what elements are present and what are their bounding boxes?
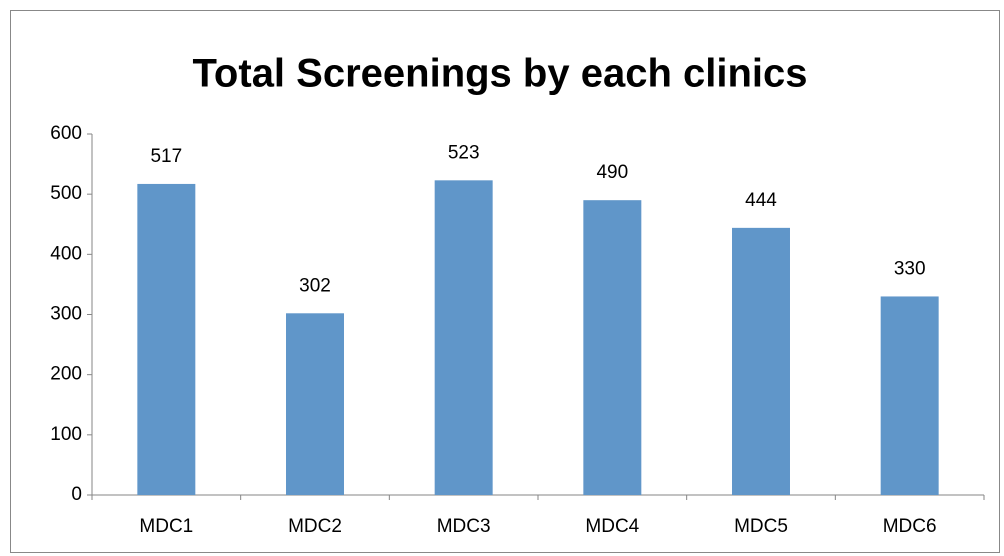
- data-label: 523: [448, 142, 480, 163]
- data-label: 517: [150, 146, 182, 167]
- x-tick-label: MDC4: [585, 516, 639, 537]
- y-tick-label: 400: [50, 243, 82, 264]
- bar: [434, 180, 493, 495]
- bar: [286, 313, 344, 495]
- data-label: 444: [745, 190, 777, 211]
- bar: [137, 183, 196, 495]
- data-label: 490: [596, 162, 628, 183]
- y-tick-label: 500: [50, 183, 82, 204]
- data-label: 330: [894, 258, 926, 279]
- chart-title: Total Screenings by each clinics: [192, 52, 807, 96]
- y-tick-label: 600: [50, 123, 82, 144]
- x-tick-label: MDC6: [883, 516, 937, 537]
- bar: [880, 296, 939, 495]
- y-tick-label: 200: [50, 364, 82, 385]
- x-tick-label: MDC1: [139, 516, 193, 537]
- y-tick-label: 100: [50, 424, 82, 445]
- x-tick-label: MDC2: [288, 516, 342, 537]
- bar: [732, 227, 790, 496]
- x-tick-label: MDC3: [437, 516, 491, 537]
- y-tick-label: 0: [71, 484, 82, 505]
- data-label: 302: [299, 275, 331, 296]
- y-tick-label: 300: [50, 304, 82, 325]
- bar: [583, 200, 642, 495]
- x-tick-label: MDC5: [734, 516, 788, 537]
